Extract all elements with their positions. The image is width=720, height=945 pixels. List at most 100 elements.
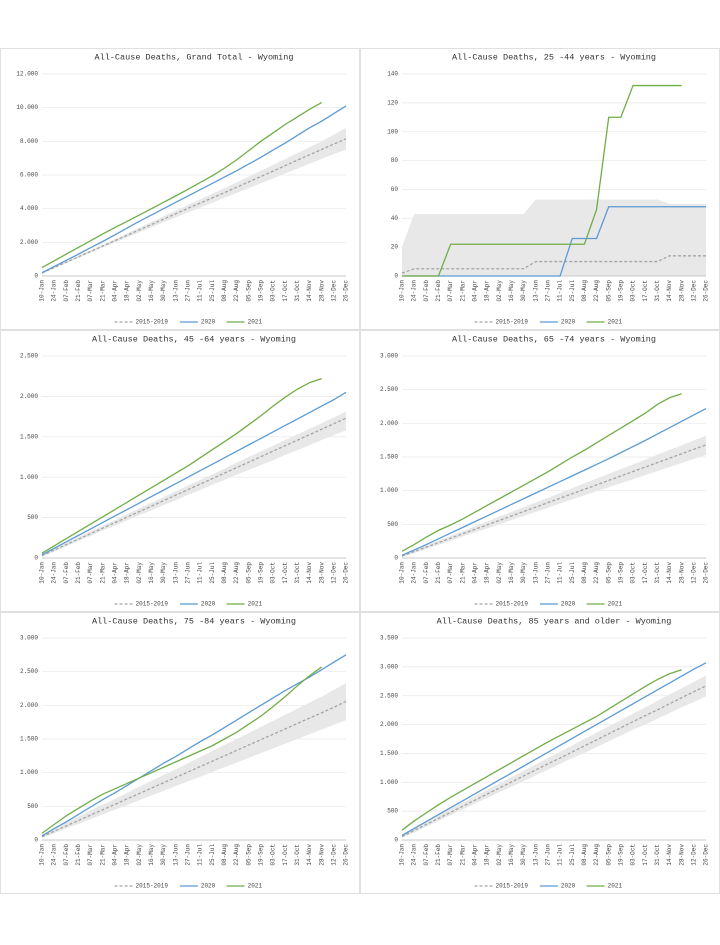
- x-tick-label: 07-Feb: [423, 280, 430, 302]
- y-tick-label: 2.500: [20, 668, 38, 675]
- x-tick-label: 04-Apr: [112, 844, 119, 866]
- x-tick-label: 30-May: [160, 562, 167, 584]
- x-tick-label: 05-Sep: [605, 280, 612, 302]
- x-tick-label: 27-Jun: [184, 844, 191, 866]
- x-tick-label: 14-Nov: [306, 844, 313, 866]
- x-tick-label: 10-Jan: [39, 280, 46, 302]
- chart-title: All-Cause Deaths, 25 -44 years - Wyoming: [452, 52, 656, 62]
- series-line: [41, 391, 347, 556]
- legend-label: 2020: [201, 319, 216, 326]
- legend-label: 2020: [201, 883, 216, 890]
- x-tick-label: 02-May: [496, 562, 503, 584]
- y-tick-label: 0: [394, 837, 398, 844]
- x-tick-label: 24-Jan: [411, 844, 418, 866]
- x-tick-label: 19-Sep: [617, 280, 624, 302]
- x-tick-label: 07-Mar: [87, 280, 94, 302]
- x-tick-label: 18-Apr: [124, 280, 131, 302]
- x-tick-label: 30-May: [520, 280, 527, 302]
- x-tick-label: 17-Oct: [282, 562, 289, 584]
- x-tick-label: 07-Mar: [87, 562, 94, 584]
- panel-border: [0, 612, 360, 894]
- x-tick-label: 04-Apr: [112, 280, 119, 302]
- y-tick-label: 3.500: [380, 635, 398, 642]
- y-tick-label: 40: [391, 215, 399, 222]
- x-tick-label: 11-Jul: [197, 562, 204, 584]
- x-tick-label: 03-Oct: [270, 280, 277, 302]
- y-tick-label: 2.500: [380, 386, 398, 393]
- x-tick-label: 30-May: [520, 844, 527, 866]
- legend-label: 2015-2019: [496, 883, 529, 890]
- series-line: [41, 138, 347, 274]
- x-tick-label: 27-Jun: [544, 844, 551, 866]
- x-tick-label: 21-Mar: [459, 280, 466, 302]
- x-tick-label: 12-Dec: [330, 280, 337, 302]
- chart-title: All-Cause Deaths, 45 -64 years - Wyoming: [92, 334, 296, 344]
- x-tick-label: 30-May: [520, 562, 527, 584]
- x-tick-label: 28-Nov: [678, 280, 685, 302]
- x-tick-label: 24-Jan: [51, 562, 58, 584]
- y-tick-label: 0: [394, 273, 398, 280]
- x-tick-label: 26-Dec: [703, 280, 710, 302]
- chart-title: All-Cause Deaths, 65 -74 years - Wyoming: [452, 334, 656, 344]
- y-tick-label: 1.000: [20, 769, 38, 776]
- x-tick-label: 03-Oct: [270, 562, 277, 584]
- x-tick-label: 07-Feb: [63, 280, 70, 302]
- y-tick-label: 1.500: [380, 750, 398, 757]
- x-tick-label: 26-Dec: [703, 562, 710, 584]
- y-tick-label: 1.500: [20, 433, 38, 440]
- x-tick-label: 21-Feb: [435, 280, 442, 302]
- x-tick-label: 11-Jul: [197, 844, 204, 866]
- x-tick-label: 14-Nov: [666, 280, 673, 302]
- y-tick-label: 2.000: [380, 420, 398, 427]
- x-tick-label: 07-Mar: [447, 844, 454, 866]
- legend-label: 2021: [248, 601, 263, 608]
- series-line: [402, 206, 706, 277]
- x-tick-label: 16-May: [508, 844, 515, 866]
- x-tick-label: 31-Oct: [294, 280, 301, 302]
- x-tick-label: 02-May: [496, 280, 503, 302]
- x-tick-label: 07-Feb: [423, 562, 430, 584]
- x-tick-label: 22-Aug: [593, 562, 600, 584]
- x-tick-label: 17-Oct: [282, 280, 289, 302]
- range-band: [402, 435, 706, 558]
- y-tick-label: 3.000: [380, 663, 398, 670]
- x-tick-label: 14-Nov: [666, 562, 673, 584]
- x-tick-label: 11-Jul: [557, 562, 564, 584]
- x-tick-label: 12-Dec: [690, 280, 697, 302]
- x-tick-label: 25-Jul: [569, 844, 576, 866]
- x-tick-label: 27-Jun: [184, 562, 191, 584]
- range-band: [402, 199, 706, 276]
- y-tick-label: 1.500: [20, 736, 38, 743]
- x-tick-label: 28-Nov: [678, 844, 685, 866]
- series-line: [402, 84, 682, 277]
- x-tick-label: 04-Apr: [472, 280, 479, 302]
- y-tick-label: 12.000: [16, 71, 38, 78]
- x-tick-label: 31-Oct: [294, 562, 301, 584]
- y-tick-label: 500: [387, 521, 398, 528]
- x-tick-label: 25-Jul: [569, 562, 576, 584]
- x-tick-label: 18-Apr: [124, 562, 131, 584]
- x-tick-label: 19-Sep: [617, 562, 624, 584]
- legend-label: 2021: [248, 883, 263, 890]
- x-tick-label: 05-Sep: [245, 280, 252, 302]
- y-tick-label: 4.000: [20, 205, 38, 212]
- x-tick-label: 10-Jan: [399, 280, 406, 302]
- x-tick-label: 25-Jul: [569, 280, 576, 302]
- x-tick-label: 16-May: [508, 562, 515, 584]
- x-tick-label: 14-Nov: [306, 280, 313, 302]
- x-tick-label: 18-Apr: [124, 844, 131, 866]
- x-tick-label: 22-Aug: [233, 562, 240, 584]
- x-tick-label: 28-Nov: [318, 280, 325, 302]
- x-tick-label: 25-Jul: [209, 280, 216, 302]
- x-tick-label: 24-Jan: [411, 280, 418, 302]
- x-tick-label: 13-Jun: [172, 280, 179, 302]
- x-tick-label: 26-Dec: [343, 280, 350, 302]
- x-tick-label: 21-Feb: [75, 844, 82, 866]
- x-tick-label: 16-May: [148, 562, 155, 584]
- x-tick-label: 03-Oct: [630, 844, 637, 866]
- chart-panel: All-Cause Deaths, Grand Total - Wyoming 0…: [0, 48, 360, 330]
- series-line: [41, 700, 347, 838]
- x-tick-label: 28-Nov: [678, 562, 685, 584]
- x-tick-label: 28-Nov: [318, 844, 325, 866]
